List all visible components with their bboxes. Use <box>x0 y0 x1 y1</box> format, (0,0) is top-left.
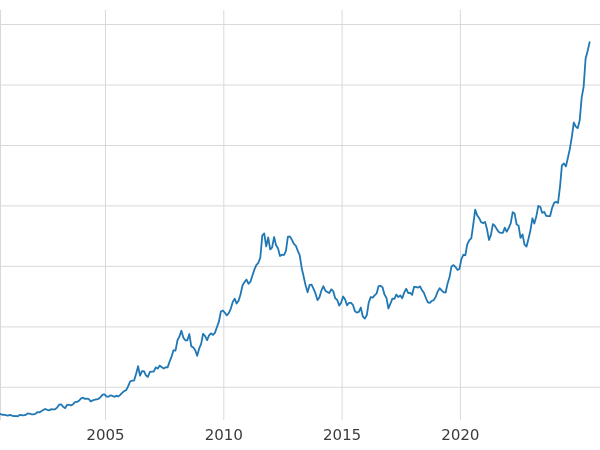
gridlines <box>0 10 600 420</box>
price-line-series <box>0 41 591 418</box>
x-tick-label: 2005 <box>86 426 124 444</box>
x-tick-label: 2015 <box>323 426 361 444</box>
x-tick-label: 2020 <box>441 426 479 444</box>
x-axis-tick-labels: 2005 2010 2015 2020 <box>86 426 479 444</box>
x-tick-label: 2010 <box>205 426 243 444</box>
